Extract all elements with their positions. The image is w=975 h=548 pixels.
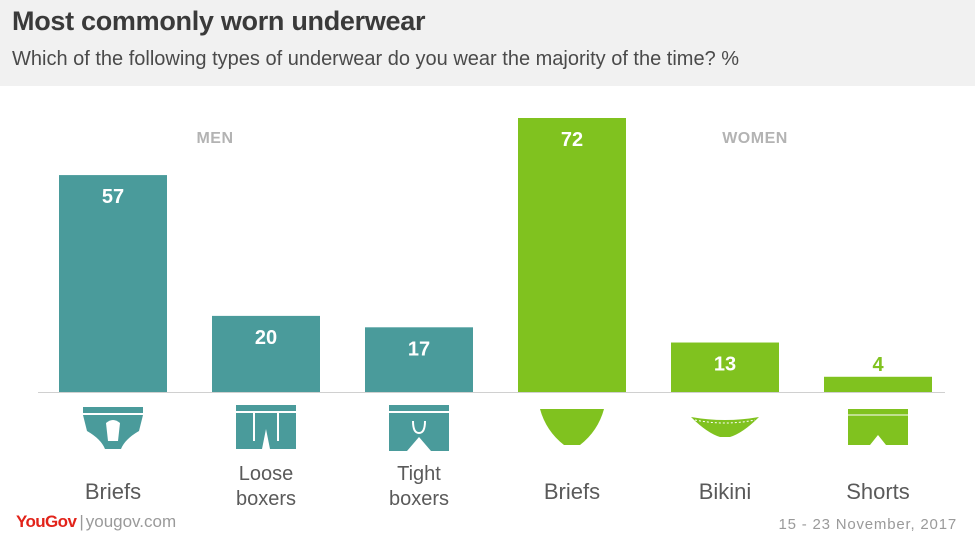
icon-part [540,409,604,445]
womens-briefs-icon [540,409,604,445]
mens-briefs-icon [83,407,143,449]
category-label: Shorts [846,479,910,504]
icon-part [691,417,759,437]
chart-title: Most commonly worn underwear [12,6,426,36]
category-label: Tight [397,463,441,485]
bar-men-0 [59,175,167,392]
icon-part [412,420,426,435]
category-label: Briefs [544,479,600,504]
survey-date: 15 - 23 November, 2017 [778,516,957,533]
category-label: boxers [389,488,449,510]
group-label-men: MEN [196,130,233,147]
bar-women-1 [671,342,779,392]
chart-header: Most commonly worn underwear Which of th… [0,0,975,86]
data-label: 57 [102,186,124,208]
category-label: Loose [239,463,294,485]
bar-women-0 [518,118,626,392]
chart-subtitle: Which of the following types of underwea… [12,48,740,70]
brand-name: YouGov [16,512,77,531]
icon-part [236,405,296,411]
loose-boxers-icon [236,405,296,449]
shorts-icon [848,409,908,445]
category-label: Bikini [699,479,752,504]
bar-men-2 [365,327,473,392]
data-label: 17 [408,338,430,360]
yougov-logo[interactable]: YouGov | yougov.com [16,512,176,532]
category-label: boxers [236,488,296,510]
source-url: yougov.com [85,512,177,531]
footer-separator: | [79,512,84,531]
bar-men-1 [212,315,320,392]
group-label-women: WOMEN [722,130,788,147]
data-label: 72 [561,129,583,151]
bikini-icon [691,417,759,437]
icon-part [236,413,296,449]
icon-part [389,405,449,411]
data-label: 20 [255,327,277,349]
icon-part [83,407,143,413]
data-label: 13 [714,354,736,376]
tight-boxers-icon [389,405,449,451]
category-label: Briefs [85,479,141,504]
data-label: 4 [872,354,884,376]
icon-part [106,420,120,441]
icon-part [848,409,908,445]
icon-part [694,419,756,424]
bar-women-2 [824,376,932,392]
